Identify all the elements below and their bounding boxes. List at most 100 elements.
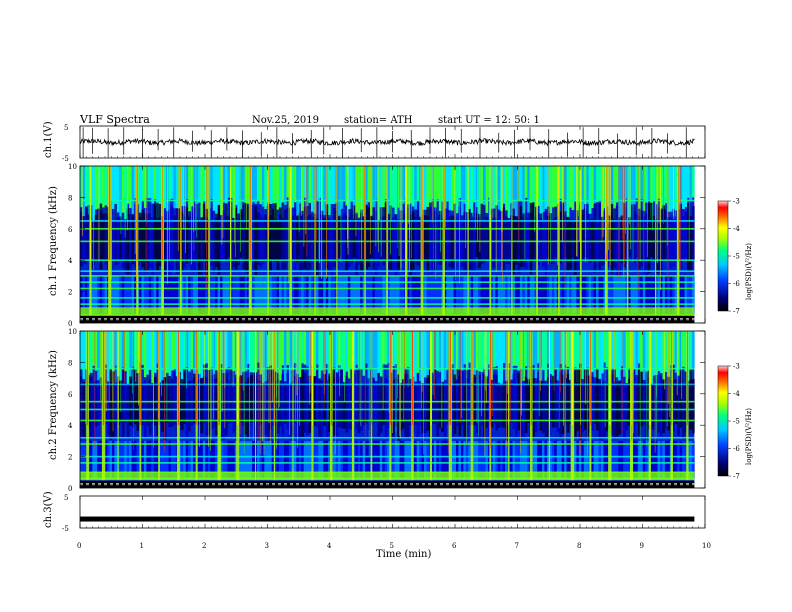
spec1-cell (647, 275, 651, 314)
spec2-cell (161, 331, 164, 382)
spec2-cell (146, 374, 150, 426)
spec1-cell (428, 275, 432, 314)
spec2-cell (510, 440, 513, 479)
spec1-cell (409, 166, 413, 204)
spec1-cell (527, 212, 531, 261)
spec2-cell (490, 440, 494, 479)
spec1-cell (138, 166, 142, 217)
spec1-cell (141, 209, 145, 268)
spec2-cell (244, 331, 248, 372)
spec1-cell (254, 275, 258, 314)
spec2-cell (456, 440, 459, 479)
spec2-cell (222, 373, 226, 441)
spec2-cell (271, 331, 275, 370)
spec1-cell (667, 275, 671, 314)
spec2-cell (642, 440, 646, 479)
spec1-cell (212, 275, 216, 314)
spec1-cell (632, 166, 636, 211)
spec2-cell (419, 383, 422, 426)
spec1-cell (642, 215, 646, 274)
spec2-cell (89, 440, 93, 479)
spec2-cell (222, 331, 226, 382)
spec1-cell (502, 207, 506, 272)
spec1-cell (222, 166, 226, 203)
spec2-cell (419, 440, 422, 479)
spec2-cell (583, 440, 587, 479)
spec2-cell (652, 331, 656, 376)
spec2-cell (151, 383, 155, 424)
spec1-sferic-core (180, 166, 182, 261)
spec1-cell (384, 166, 388, 199)
spec2-cell (397, 374, 400, 441)
spec1-cell (283, 209, 287, 270)
spec2-noise-band (80, 400, 695, 403)
spec1-cell (679, 166, 683, 209)
spec2-cell (532, 378, 535, 439)
time-axis-label: Time (min) (376, 549, 431, 560)
spec1-cell (320, 275, 324, 314)
spec1-cell (141, 275, 145, 314)
spec1-cell (131, 214, 135, 265)
spec2-sferic-core (530, 331, 532, 426)
spec1-cell (527, 166, 531, 219)
spec2-cell (438, 331, 442, 373)
spec1-cell (347, 209, 351, 268)
spec2-cell (168, 440, 172, 479)
spec1-cell (200, 217, 204, 276)
spec1-cell (679, 275, 683, 314)
spec1-cell (301, 210, 304, 270)
spec2-cell (286, 440, 290, 479)
spec1-cell (222, 275, 226, 314)
spec1-cell (401, 275, 405, 314)
spec2-cell (664, 331, 668, 386)
spec1-cell (347, 275, 351, 314)
spec1-cell (424, 215, 427, 262)
spec2-cell (465, 331, 469, 371)
spec2-cell (362, 440, 366, 479)
spec2-noise-band (80, 462, 695, 464)
spec2-cell (224, 331, 228, 369)
spec1-cell (448, 275, 452, 314)
spec1-cell (158, 166, 162, 218)
spec1-cell (306, 275, 309, 314)
spec1-cell (416, 210, 420, 266)
spec1-cell (175, 275, 179, 314)
spec1-cell (374, 275, 378, 314)
spec1-cell (534, 206, 538, 260)
spec1-cell (487, 275, 491, 314)
spec1-cell (387, 275, 390, 314)
spec1-cell (529, 275, 533, 314)
spec2-ytick-label: 2 (68, 454, 72, 462)
spec2-cell (559, 440, 562, 479)
spec2-cell (379, 440, 383, 479)
spec1-cell (320, 214, 324, 262)
spec1-cell (691, 206, 695, 261)
spec2-cell (362, 331, 366, 376)
spec2-cell (367, 440, 371, 479)
spec1-cell (475, 166, 479, 208)
spec1-cell (559, 275, 562, 314)
spec1-cell (173, 275, 177, 314)
spec1-cell (443, 217, 447, 272)
spec1-cell (411, 210, 415, 270)
spec2-cell (252, 440, 255, 479)
spec1-cell (608, 275, 612, 314)
ch1-colorbar (717, 200, 729, 312)
spec2-cell (478, 331, 481, 372)
spec1-cell (650, 275, 653, 314)
cb2-tick-label: -3 (733, 363, 740, 371)
spec1-cell (82, 166, 86, 217)
spec2-cell (161, 380, 164, 432)
spec2-cell (168, 331, 172, 383)
spec1-cell (252, 204, 255, 270)
spec2-cell (556, 384, 560, 433)
spec2-cell (492, 374, 496, 424)
spec1-cell (193, 166, 196, 201)
spec2-cell (615, 440, 619, 479)
spec2-cell (188, 331, 191, 372)
spec1-cell (650, 166, 653, 219)
spec1-cell (333, 203, 336, 268)
spec2-cell (495, 331, 499, 367)
spec1-cell (261, 206, 265, 265)
spec1-cell (227, 275, 231, 314)
